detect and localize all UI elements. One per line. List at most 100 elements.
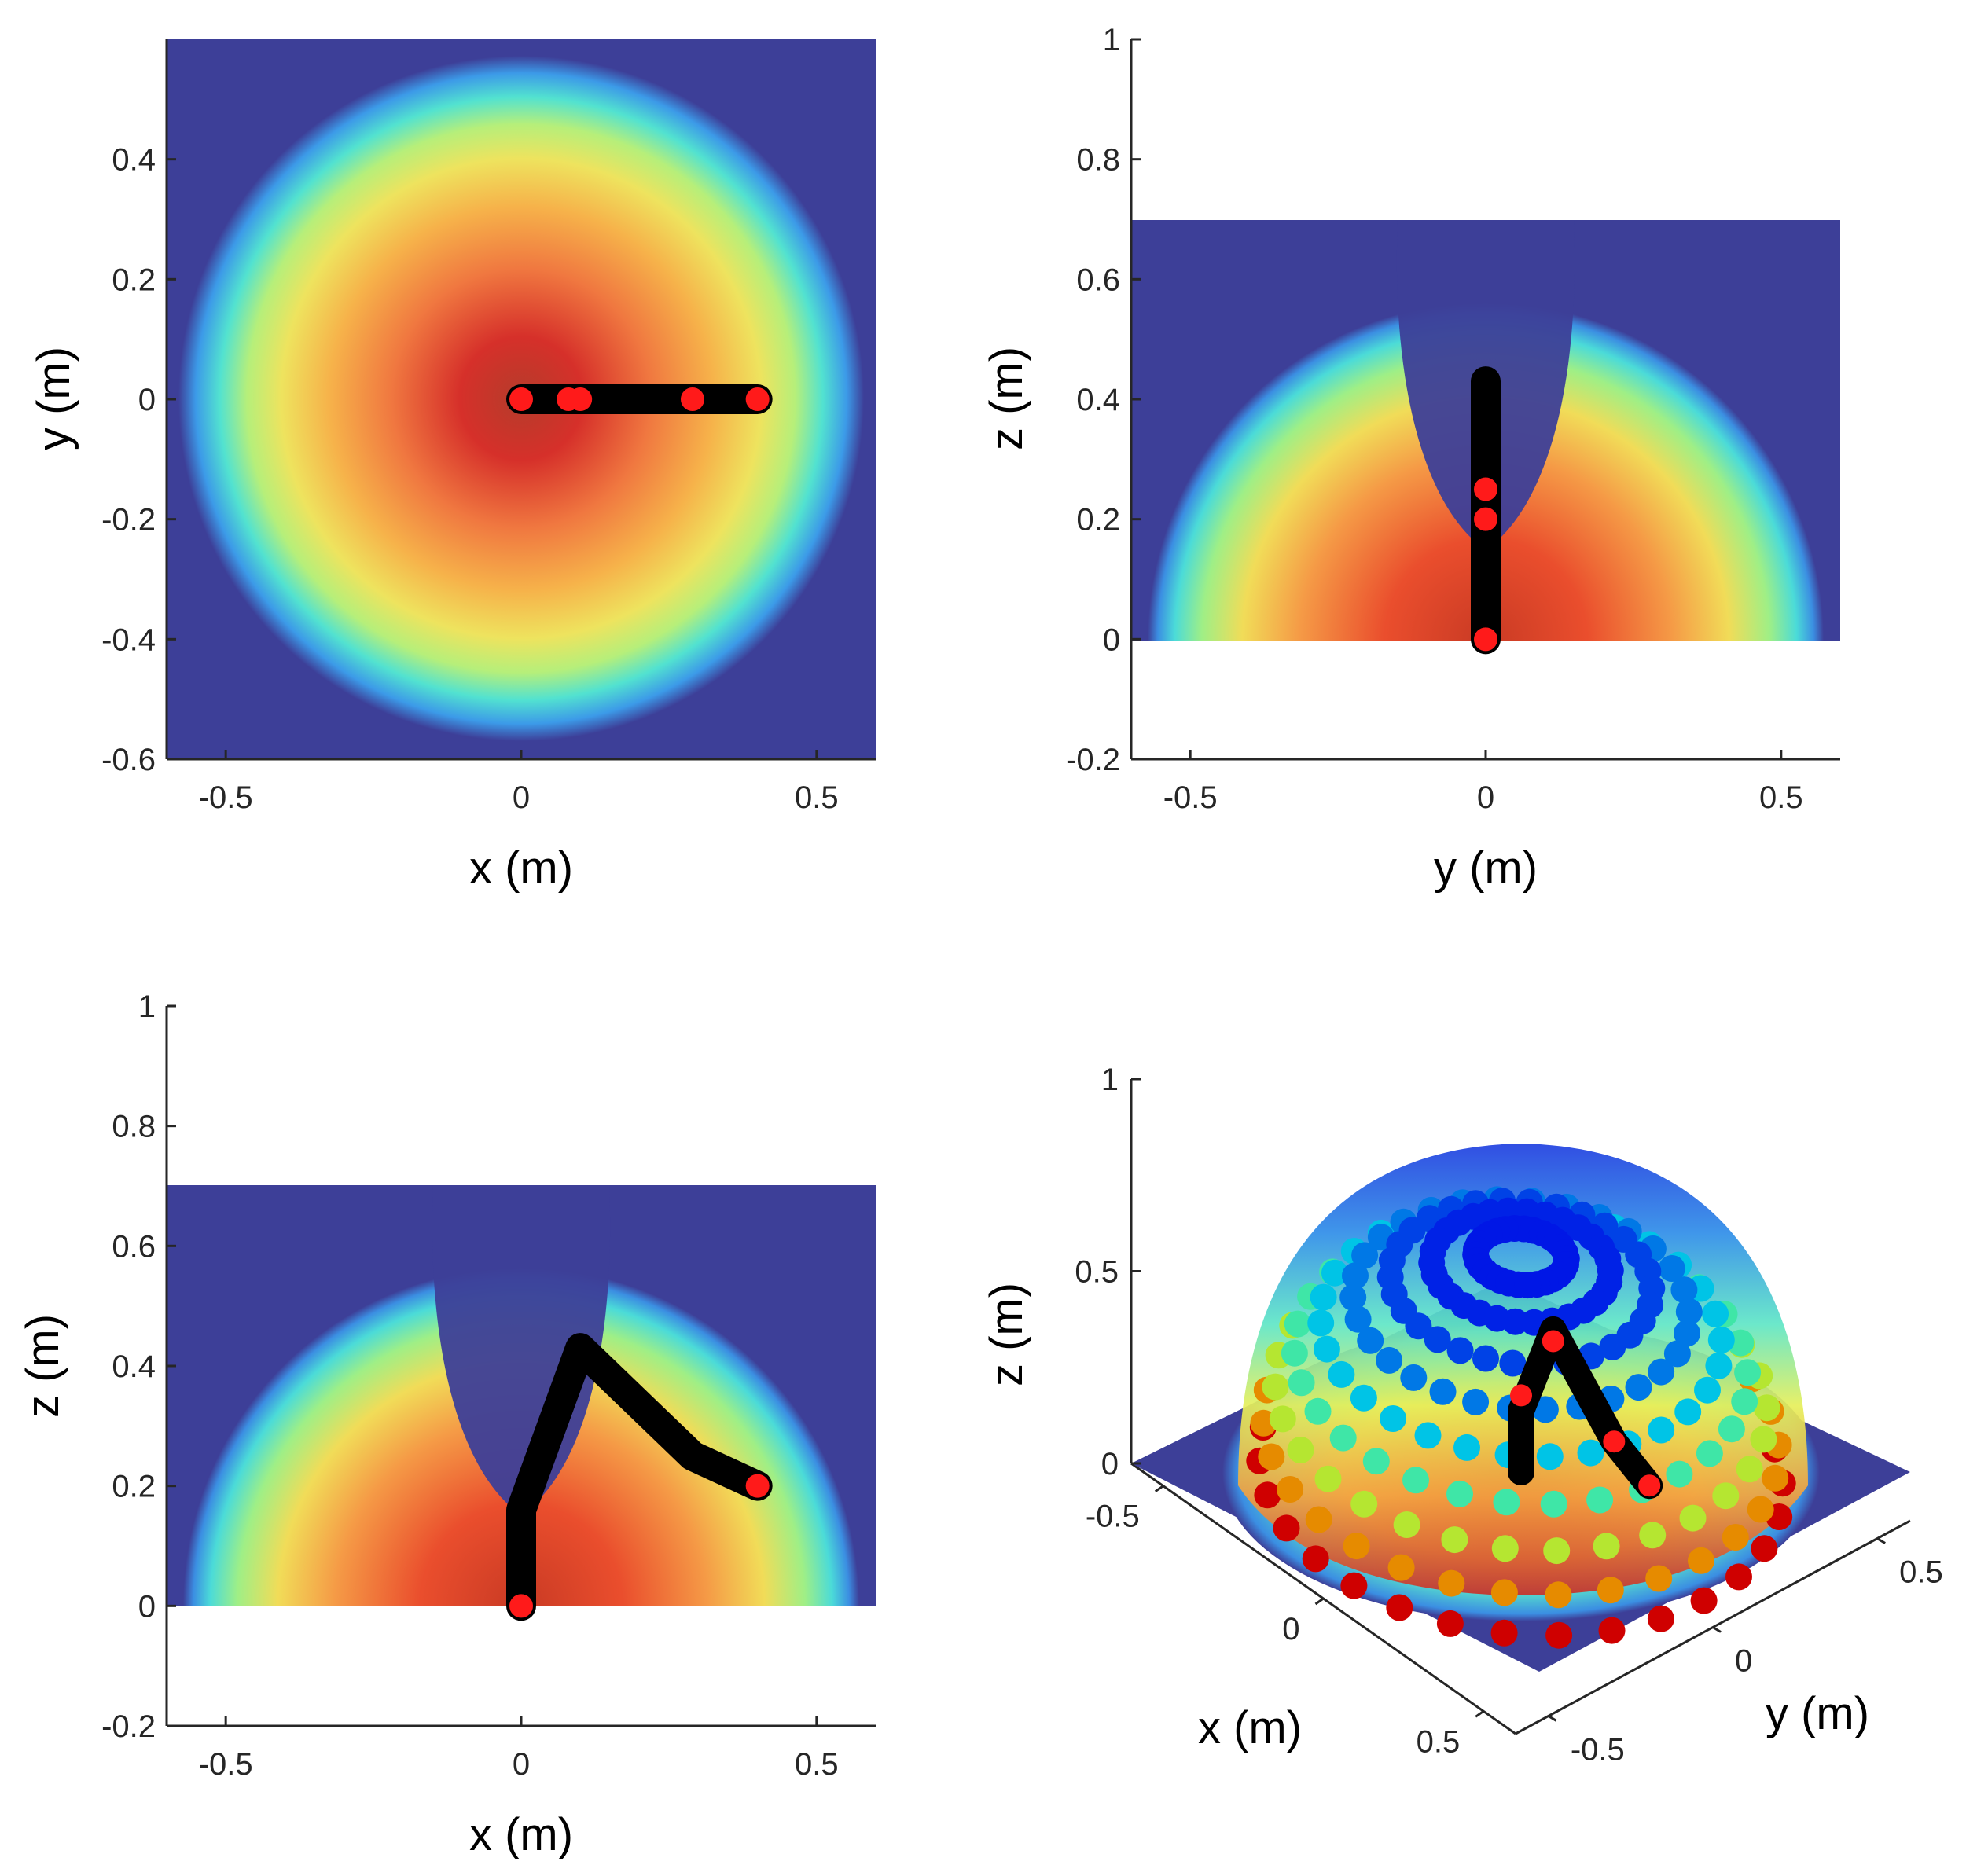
y-tick-label: 0.6: [112, 1229, 156, 1264]
y-tick-label: 0.4: [112, 1349, 156, 1384]
top-left-panel: -0.5 0 0.5 -0.6 -0.4 -0.2 0 0.2 0.4 x (m) y (m): [28, 39, 876, 894]
reachability-sample-dot: [1705, 1352, 1733, 1379]
x-tick-label: -0.5: [1163, 780, 1218, 815]
reachability-sample-dot: [1342, 1262, 1369, 1290]
reachability-sample-dot: [1258, 1443, 1285, 1470]
reachability-sample-dot: [1675, 1298, 1703, 1325]
x-tick-label: 0.5: [1759, 780, 1803, 815]
reachability-sample-dot: [1277, 1476, 1304, 1503]
y-tick-label: 0.8: [112, 1110, 156, 1144]
joint-marker: [1542, 1330, 1564, 1353]
reachability-sample-dot: [1751, 1535, 1778, 1562]
reachability-sample-dot: [1402, 1467, 1429, 1494]
reachability-sample-dot: [1305, 1506, 1332, 1533]
x-tick-label: 0: [513, 780, 530, 815]
reachability-sample-dot: [1340, 1572, 1368, 1599]
y-tick-label: -0.2: [101, 1709, 156, 1744]
reachability-sample-dot: [1302, 1545, 1329, 1573]
reachability-sample-dot: [1287, 1437, 1314, 1463]
top-right-panel: -0.5 0 0.5 -0.2 0 0.2 0.4 0.6 0.8 1 y (m) z (m): [981, 23, 1840, 894]
reachability-sample-dot: [1462, 1388, 1490, 1415]
reachability-sample-dot: [1586, 1486, 1614, 1514]
y-tick-label: 0.2: [112, 262, 156, 297]
reachability-sample-dot: [1339, 1283, 1367, 1311]
reachability-sample-dot: [1577, 1439, 1604, 1467]
y-tick-label: 0: [1103, 622, 1120, 657]
reachability-sample-dot: [1490, 1579, 1518, 1606]
joint-marker: [1603, 1430, 1626, 1453]
y-tick-label: -0.6: [101, 743, 156, 777]
x-tick-label: 0: [1282, 1612, 1299, 1647]
reachability-sample-dot: [1362, 1448, 1390, 1475]
joint-marker: [680, 387, 704, 411]
reachability-sample-dot: [1472, 1345, 1499, 1372]
reachability-sample-dot: [1670, 1276, 1698, 1304]
y-tick-label: -0.2: [1066, 743, 1120, 777]
reachability-sample-dot: [1545, 1621, 1573, 1649]
reachability-sample-dot: [1380, 1405, 1407, 1432]
reachability-sample-dot: [1284, 1310, 1311, 1338]
y-axis-label: y (m): [1766, 1688, 1869, 1739]
reachability-sample-dot: [1750, 1426, 1777, 1453]
reachability-sample-dot: [1694, 1376, 1721, 1404]
reachability-sample-dot: [1387, 1554, 1415, 1581]
reachability-sample-dot: [1441, 1526, 1468, 1554]
reachability-sample-dot: [1666, 1460, 1693, 1488]
reachability-sample-dot: [1658, 1255, 1685, 1282]
reachability-sample-dot: [1679, 1504, 1707, 1532]
reachability-sample-dot: [1350, 1384, 1377, 1412]
reachability-sample-dot: [1736, 1456, 1763, 1483]
reachability-sample-dot: [1269, 1405, 1296, 1433]
reachability-sample-dot: [1647, 1605, 1674, 1632]
reachability-sample-dot: [1393, 1511, 1420, 1538]
reachability-sample-dot: [1446, 1337, 1474, 1364]
reachability-sample-dot: [1597, 1577, 1624, 1604]
x-tick: [1475, 1710, 1485, 1718]
x-axis-label: x (m): [1198, 1702, 1302, 1753]
y-tick: [1876, 1537, 1886, 1544]
reachability-sample-dot: [1690, 1587, 1718, 1614]
x-axis-label: x (m): [469, 843, 573, 894]
reachability-sample-dot: [1722, 1524, 1749, 1551]
joint-marker: [1510, 1384, 1532, 1407]
reachability-sample-dot: [1696, 1440, 1723, 1467]
reachability-sample-dot: [1536, 1443, 1564, 1470]
y-tick-label: 0.2: [1076, 503, 1120, 538]
joint-marker: [509, 1594, 533, 1618]
reachability-sample-dot: [1343, 1533, 1370, 1560]
reachability-sample-dot: [1725, 1563, 1752, 1591]
reachability-sample-dot: [1625, 1374, 1652, 1401]
reachability-sample-dot: [1313, 1335, 1340, 1363]
x-axis-label: x (m): [469, 1809, 573, 1860]
reachability-sample-dot: [1436, 1610, 1464, 1637]
reachability-sample-dot: [1490, 1619, 1518, 1647]
reachability-sample-dot: [1357, 1327, 1384, 1354]
reachability-sample-dot: [1262, 1373, 1289, 1401]
reachability-sample-dot: [1753, 1394, 1780, 1422]
y-tick-label: 0.6: [1076, 262, 1120, 297]
reachability-sample-dot: [1514, 1272, 1542, 1299]
x-tick-label: 0: [1477, 780, 1494, 815]
reachability-sample-dot: [1429, 1378, 1457, 1405]
x-axis-label: y (m): [1434, 843, 1538, 894]
reachability-sample-dot: [1386, 1594, 1413, 1621]
bottom-left-panel: -0.5 0 0.5 -0.2 0 0.2 0.4 0.6 0.8 1 x (m) z (m): [17, 989, 876, 1860]
reachability-sample-dot: [1645, 1565, 1673, 1592]
y-tick-label: 0.8: [1076, 143, 1120, 178]
reachability-sample-dot: [1351, 1242, 1379, 1269]
reachability-sample-dot: [1531, 1396, 1559, 1423]
bottom-right-panel: 0 0.5 1 -0.5 0 0.5 -0.5 0 0.5 x (m) y (m) z (m): [981, 1063, 1943, 1767]
reachability-sample-dot: [1328, 1360, 1355, 1388]
reachability-sample-dot: [1731, 1388, 1758, 1415]
y-tick-label: 1: [1103, 23, 1120, 57]
y-tick-label: 0.2: [112, 1470, 156, 1504]
reachability-sample-dot: [1707, 1327, 1735, 1353]
reachability-sample-dot: [1254, 1481, 1281, 1509]
robot-arm: [1508, 1316, 1663, 1500]
reachability-sample-dot: [1545, 1581, 1572, 1609]
joint-marker: [745, 387, 770, 411]
y-axis-label: z (m): [981, 347, 1032, 450]
reachability-sample-dot: [1288, 1369, 1315, 1397]
y-axis-label: z (m): [17, 1314, 68, 1418]
